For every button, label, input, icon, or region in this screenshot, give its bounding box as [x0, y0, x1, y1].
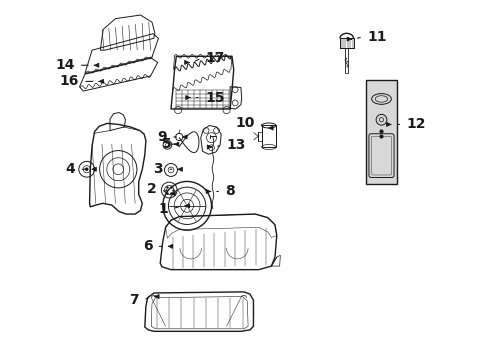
Text: 13: 13: [226, 138, 245, 152]
Text: 7: 7: [129, 293, 139, 307]
Text: 6: 6: [142, 239, 152, 253]
Text: 10: 10: [235, 116, 254, 130]
Text: 3: 3: [153, 162, 163, 176]
Text: 17: 17: [205, 51, 224, 65]
Bar: [365, 80, 396, 184]
Text: 5: 5: [162, 137, 172, 151]
Text: 4: 4: [65, 162, 75, 176]
Text: 9: 9: [157, 130, 166, 144]
Text: 2: 2: [147, 182, 157, 196]
Text: 1: 1: [159, 202, 168, 216]
Text: 11: 11: [366, 30, 386, 44]
Text: 15: 15: [204, 90, 224, 104]
Bar: [339, 39, 353, 48]
Text: 12: 12: [406, 117, 425, 131]
Circle shape: [85, 168, 88, 171]
Text: 14: 14: [55, 58, 74, 72]
Text: 16: 16: [60, 75, 79, 89]
Bar: [261, 126, 276, 147]
Bar: [365, 80, 396, 184]
Text: 8: 8: [225, 184, 235, 198]
